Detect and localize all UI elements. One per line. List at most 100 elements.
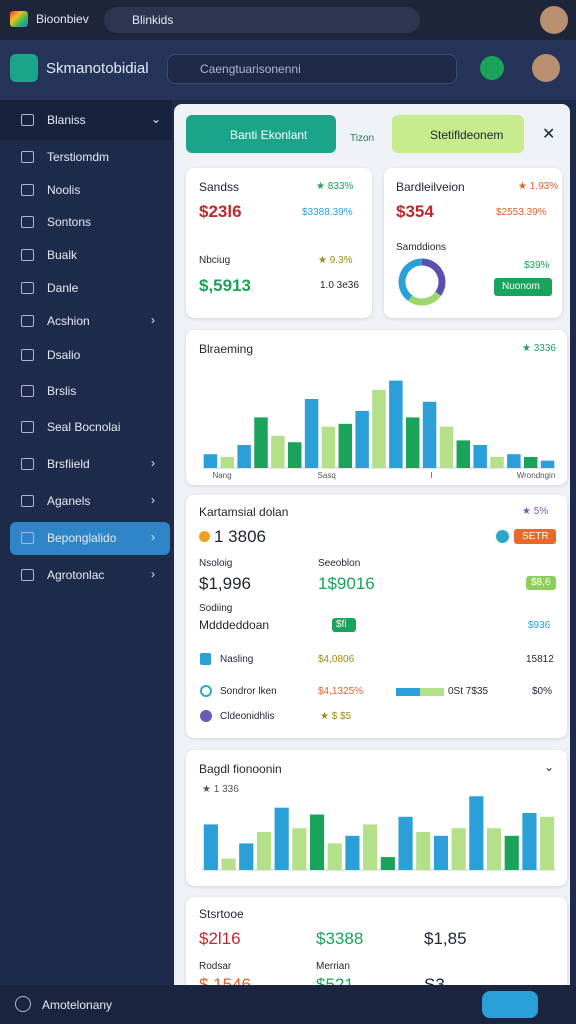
chevron: › xyxy=(151,313,155,327)
bar xyxy=(540,816,555,870)
bar xyxy=(389,380,403,468)
bar xyxy=(309,814,325,870)
search-placeholder: Caengtuarisonenni xyxy=(200,62,301,76)
bar xyxy=(221,858,236,870)
bar xyxy=(254,417,268,468)
nav-item[interactable]: Seal Bocnolai xyxy=(47,420,121,434)
label: Rodsar xyxy=(199,961,232,972)
delta: ★ 1.93% xyxy=(518,181,559,192)
chart-title: Blraeming xyxy=(199,342,254,356)
donut xyxy=(398,258,446,306)
row-label: Mdddeddoan xyxy=(199,618,270,632)
tab-secondary[interactable] xyxy=(392,115,524,153)
bar xyxy=(422,401,437,468)
donut-segment xyxy=(421,258,446,296)
value-a: $1,996 xyxy=(199,574,251,593)
badge-label: SETR xyxy=(522,531,549,542)
x-label: Nang xyxy=(212,471,231,480)
footer-button[interactable] xyxy=(482,991,538,1018)
bar xyxy=(274,807,289,870)
bar xyxy=(321,426,336,468)
nav-item[interactable]: Danle xyxy=(47,281,79,295)
bar xyxy=(380,857,395,870)
delta: ★ 833% xyxy=(316,181,354,192)
bar xyxy=(504,835,519,870)
nav-icon xyxy=(21,249,34,261)
value: $23l6 xyxy=(199,202,242,221)
bar xyxy=(522,813,537,870)
chevron: › xyxy=(151,493,155,507)
icon xyxy=(200,685,212,697)
bar xyxy=(486,828,502,870)
bar xyxy=(523,456,538,468)
close[interactable]: ✕ xyxy=(542,126,556,143)
bar xyxy=(363,824,378,870)
value: $1,85 xyxy=(424,929,467,948)
delta: ★ 3336 xyxy=(522,343,556,354)
chevron: › xyxy=(151,456,155,470)
nav-item[interactable]: Agrotonlac xyxy=(47,568,105,582)
card-title: Sandss xyxy=(199,180,240,194)
avatar[interactable] xyxy=(532,54,560,82)
bar xyxy=(327,843,342,870)
bar xyxy=(271,435,285,468)
chart-title: Bagdl fionoonin xyxy=(199,762,282,776)
bar xyxy=(287,442,302,468)
button[interactable] xyxy=(494,278,552,296)
nav-item[interactable]: Brsfiield xyxy=(47,457,90,471)
tab-secondary-label: Stetifldeonem xyxy=(430,128,504,142)
sidebar: Blaniss ⌄ Terstiomdm Noolis Sontons Bualk Danl… xyxy=(0,100,172,985)
nav-icon xyxy=(21,569,34,581)
tag xyxy=(526,576,556,590)
collapse[interactable]: ⌄ xyxy=(544,760,555,774)
nav-item[interactable]: Dsalio xyxy=(47,348,81,362)
nav-item[interactable]: Noolis xyxy=(47,183,81,197)
nav-icon xyxy=(21,349,34,361)
tab-primary[interactable] xyxy=(186,115,336,153)
row-end: 15812 xyxy=(526,654,554,665)
label: Merrian xyxy=(316,961,350,972)
value-b: 1$9016 xyxy=(318,574,375,593)
bar xyxy=(239,843,254,870)
browser-bar: Bioonbiev Blinkids xyxy=(0,0,576,40)
tab-middle[interactable]: Tizon xyxy=(350,133,375,144)
nav-item[interactable]: Sontons xyxy=(47,215,92,229)
x-label: Wrondngin xyxy=(517,471,556,480)
row-mid: 0St 7$35 xyxy=(448,686,489,697)
bar xyxy=(469,796,484,870)
tag xyxy=(332,618,356,632)
bar xyxy=(304,399,319,468)
tag-label: $8,6 xyxy=(531,577,551,588)
row-value: $936 xyxy=(528,620,551,631)
row-end: $0% xyxy=(532,686,553,697)
nav-icon xyxy=(21,114,34,126)
nav-item[interactable]: Aganels xyxy=(47,494,91,508)
title: Stsrtooe xyxy=(199,907,244,921)
nav-item[interactable]: Bualk xyxy=(47,248,78,262)
row-label: Sondror lken xyxy=(220,686,277,697)
tag-label: $fi xyxy=(336,619,347,630)
donut-segment xyxy=(408,291,442,306)
nav-item[interactable]: Terstiomdm xyxy=(47,150,110,164)
avatar[interactable] xyxy=(540,6,568,34)
progress xyxy=(396,688,444,696)
bar xyxy=(256,832,272,870)
nav-item[interactable]: Acshion xyxy=(47,314,90,328)
search[interactable] xyxy=(167,54,457,84)
bar xyxy=(416,832,431,870)
bar xyxy=(220,456,235,468)
row-label: Cldeonidhlis xyxy=(220,711,275,722)
nav-item[interactable]: Brslis xyxy=(47,384,77,398)
bar xyxy=(345,835,360,870)
label: Samddions xyxy=(396,242,447,253)
nav-item[interactable]: Beponglalido xyxy=(47,531,117,545)
delta: ★ 1 336 xyxy=(202,784,239,795)
sub: $2553.39% xyxy=(496,207,547,218)
nav-item[interactable]: Blaniss xyxy=(47,113,86,127)
nav-icon xyxy=(21,421,34,433)
address-bar[interactable] xyxy=(104,7,420,33)
x-label: I xyxy=(430,471,432,480)
dot xyxy=(199,531,210,542)
nav-icon xyxy=(21,385,34,397)
action-button[interactable] xyxy=(480,56,504,80)
